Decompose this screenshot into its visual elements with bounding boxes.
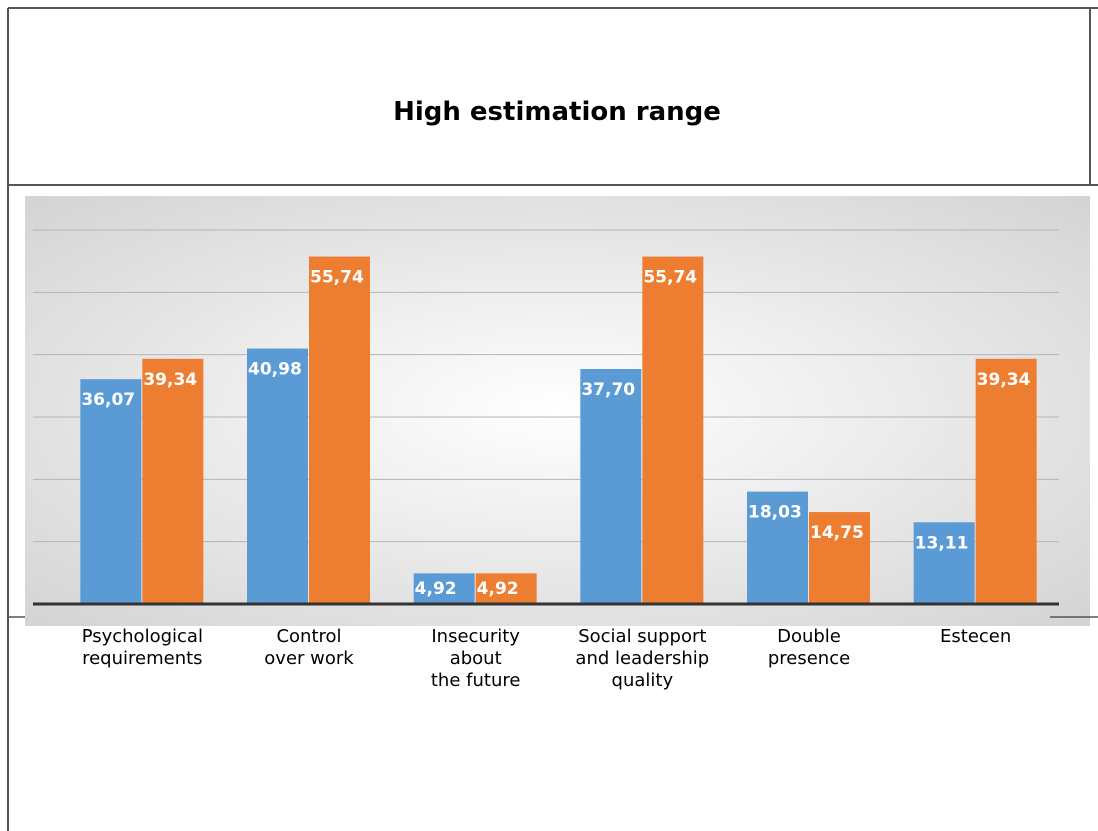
value-label: 14,75 xyxy=(810,523,864,543)
x-tick-label: Estecen xyxy=(940,626,1012,647)
value-label: 37,70 xyxy=(581,380,635,400)
bar xyxy=(247,348,308,604)
bar xyxy=(142,358,204,604)
x-tick-label: Control over work xyxy=(264,626,354,669)
x-tick-label: Double presence xyxy=(767,626,851,669)
bar xyxy=(580,369,642,604)
value-label: 55,74 xyxy=(310,268,364,288)
bar xyxy=(913,522,975,604)
value-label: 4,92 xyxy=(415,579,457,599)
value-label: 39,34 xyxy=(977,370,1031,390)
bar xyxy=(747,491,808,604)
bar xyxy=(975,358,1037,604)
value-label: 18,03 xyxy=(748,503,802,523)
bar xyxy=(80,379,142,604)
bar xyxy=(309,256,370,604)
value-label: 40,98 xyxy=(248,360,302,380)
value-label: 13,11 xyxy=(915,533,969,553)
bar xyxy=(475,573,537,604)
value-label: 4,92 xyxy=(477,579,519,599)
value-label: 36,07 xyxy=(81,390,135,410)
bar xyxy=(413,573,475,604)
value-label: 55,74 xyxy=(643,268,697,288)
x-tick-label: Insecurity about the future xyxy=(430,626,521,691)
chart-title: High estimation range xyxy=(393,97,721,127)
bar xyxy=(642,256,704,604)
x-tick-label: Social support and leadership quality xyxy=(575,626,710,691)
x-tick-label: Psychological requirements xyxy=(81,626,203,669)
bar xyxy=(809,512,870,604)
value-label: 39,34 xyxy=(143,370,197,390)
